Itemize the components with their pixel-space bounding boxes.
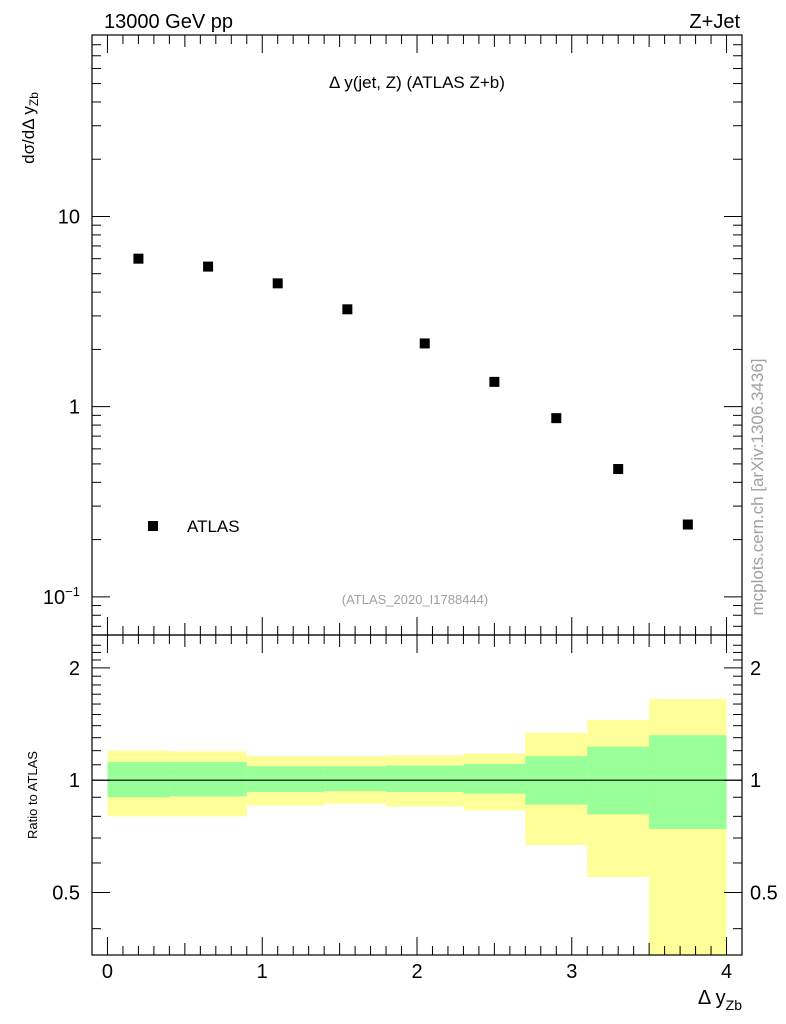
main-y-tick-label-text: 1	[69, 397, 80, 419]
process-label: Z+Jet	[689, 11, 740, 33]
inner-band	[107, 761, 170, 798]
inner-band	[463, 764, 526, 794]
inner-band	[169, 761, 247, 797]
x-tick-label: 3	[566, 961, 577, 983]
legend-marker	[148, 521, 158, 531]
analysis-id: (ATLAS_2020_I1788444)	[342, 592, 488, 607]
main-y-axis-label-sub: Zb	[27, 92, 41, 106]
side-label: mcplots.cern.ch [arXiv:1306.3436]	[748, 358, 767, 615]
inner-band	[324, 766, 387, 792]
main-x-ticks	[91, 35, 743, 635]
data-point	[551, 413, 562, 424]
data-point	[489, 376, 500, 387]
data-point	[613, 464, 624, 475]
legend: ATLAS	[148, 517, 240, 536]
ratio-y-tick-label-right: 0.5	[750, 883, 778, 905]
main-y-axis-label-text: dσ/dΔ y	[19, 106, 38, 164]
data-point	[272, 278, 283, 289]
ratio-y-axis-label: Ratio to ATLAS	[25, 751, 40, 839]
data-point	[342, 304, 353, 315]
plot-title: Δ y(jet, Z) (ATLAS Z+b)	[329, 73, 505, 92]
ratio-y-tick-label: 0.5	[52, 883, 80, 905]
data-point	[133, 253, 144, 264]
inner-band	[246, 766, 325, 792]
ratio-bands	[107, 699, 727, 955]
ratio-y-tick-label-right: 2	[750, 658, 761, 680]
main-y-tick-label-text: 10	[58, 206, 80, 228]
x-tick-label: 1	[257, 961, 268, 983]
main-y-tick-label-sup: −1	[65, 584, 80, 599]
x-axis-label-text: Δ y	[698, 987, 726, 1009]
main-y-axis-label: dσ/dΔ yZb	[19, 92, 41, 164]
data-point	[203, 261, 214, 272]
x-axis-label: Δ yZb	[698, 987, 742, 1013]
data-point	[682, 519, 693, 530]
x-axis-label-sub: Zb	[726, 997, 743, 1013]
ratio-y-tick-label-right: 1	[750, 770, 761, 792]
legend-label: ATLAS	[187, 517, 240, 536]
x-tick-label: 2	[411, 961, 422, 983]
main-frame	[91, 34, 743, 636]
ratio-x-axis: 0 1 2 3 4	[91, 635, 743, 983]
data-points	[133, 253, 693, 530]
x-tick-label: 4	[721, 961, 732, 983]
main-y-tick-label-text: 10	[43, 587, 65, 609]
inner-band	[649, 735, 727, 829]
ratio-panel: 0.5 0.5 1 1 2 2 0 1 2 3 4 Ratio to ATLAS Δ yZb	[25, 634, 778, 1013]
x-tick-label: 0	[102, 961, 113, 983]
data-point	[419, 338, 430, 349]
ratio-y-tick-label: 2	[69, 658, 80, 680]
main-y-tick-label: 10−1	[43, 584, 80, 609]
main-y-tick-label: 1	[69, 397, 80, 419]
ratio-y-tick-label: 1	[69, 770, 80, 792]
main-y-tick-label: 10	[58, 206, 80, 228]
energy-label: 13000 GeV pp	[104, 11, 233, 33]
inner-band	[386, 765, 464, 792]
ratio-y-axis: 0.5 0.5 1 1 2 2	[52, 644, 778, 930]
